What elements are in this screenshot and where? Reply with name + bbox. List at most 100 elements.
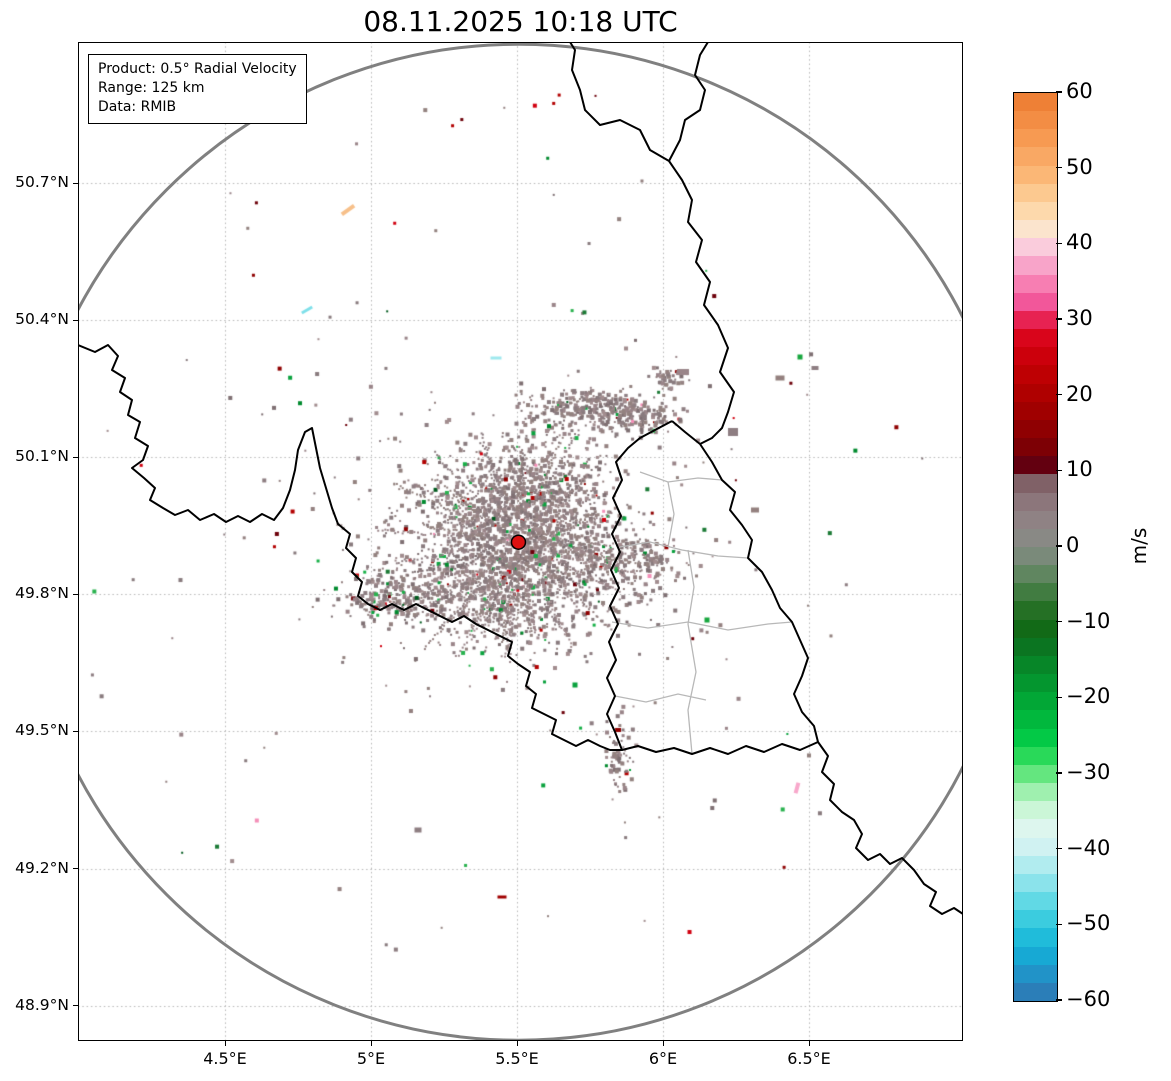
- colorbar-tick-label: 0: [1066, 533, 1080, 557]
- colorbar-band: [1014, 819, 1057, 839]
- colorbar-tick-label: −40: [1066, 835, 1111, 860]
- colorbar-band: [1014, 183, 1057, 203]
- map-borders-layer: [78, 42, 963, 1041]
- x-tick-label: 5.5°E: [495, 1049, 539, 1068]
- axes-frame: [78, 42, 963, 1041]
- colorbar-band: [1014, 928, 1057, 948]
- y-tick: [73, 319, 78, 321]
- colorbar-band: [1014, 111, 1057, 131]
- colorbar-tick-label: 60: [1066, 79, 1093, 103]
- colorbar-band: [1014, 674, 1057, 693]
- colorbar-band: [1014, 837, 1057, 857]
- colorbar-band: [1014, 220, 1057, 239]
- y-tick: [73, 593, 78, 595]
- colorbar-band: [1014, 746, 1057, 766]
- colorbar-band: [1014, 129, 1057, 149]
- colorbar-band: [1014, 982, 1057, 1001]
- colorbar-band: [1014, 438, 1057, 457]
- colorbar-tick: [1056, 999, 1062, 1001]
- x-tick-label: 4.5°E: [203, 1049, 247, 1068]
- colorbar-tick: [1056, 318, 1062, 320]
- colorbar-band: [1014, 692, 1057, 712]
- colorbar-tick: [1056, 621, 1062, 623]
- x-tick: [662, 1041, 664, 1046]
- country-border-nl_be: [569, 42, 670, 162]
- colorbar-band: [1014, 910, 1057, 930]
- y-tick-label: 48.9°N: [15, 995, 69, 1014]
- colorbar-tick: [1056, 242, 1062, 244]
- colorbar-unit-label: m/s: [1127, 527, 1151, 565]
- y-tick: [73, 456, 78, 458]
- colorbar-band: [1014, 801, 1057, 821]
- colorbar-tick: [1056, 469, 1062, 471]
- colorbar-band: [1014, 873, 1057, 893]
- colorbar-tick-label: 30: [1066, 306, 1093, 330]
- y-tick-label: 50.7°N: [15, 173, 69, 191]
- colorbar-tick-label: 10: [1066, 457, 1093, 482]
- colorbar-tick-label: −20: [1066, 684, 1111, 709]
- colorbar-tick: [1056, 167, 1062, 169]
- region-border: [687, 623, 697, 755]
- country-border-fr_be: [78, 344, 622, 751]
- y-tick: [73, 182, 78, 184]
- y-tick: [73, 730, 78, 732]
- colorbar-band: [1014, 492, 1057, 512]
- colorbar-band: [1014, 365, 1057, 385]
- colorbar-band: [1014, 764, 1057, 784]
- x-tick: [370, 1041, 372, 1046]
- colorbar-band: [1014, 892, 1057, 911]
- colorbar-band: [1014, 238, 1057, 258]
- colorbar-band: [1014, 583, 1057, 603]
- colorbar-band: [1014, 347, 1057, 367]
- colorbar-tick-label: 50: [1066, 154, 1093, 179]
- colorbar-tick: [1056, 91, 1062, 93]
- colorbar-band: [1014, 855, 1057, 875]
- x-tick: [224, 1041, 226, 1046]
- colorbar-band: [1014, 565, 1057, 585]
- info-range-line: Range: 125 km: [98, 79, 205, 96]
- colorbar-band: [1014, 783, 1057, 802]
- y-tick-label: 50.4°N: [15, 310, 69, 329]
- x-tick: [516, 1041, 518, 1046]
- colorbar-band: [1014, 419, 1057, 439]
- colorbar-band: [1014, 93, 1057, 112]
- colorbar-band: [1014, 292, 1057, 312]
- x-tick-label: 6°E: [648, 1049, 678, 1068]
- region-border: [619, 541, 749, 559]
- colorbar-band: [1014, 310, 1057, 330]
- y-tick-label: 50.1°N: [15, 447, 69, 466]
- radar-site-marker: [510, 534, 527, 550]
- colorbar-band: [1014, 274, 1057, 294]
- colorbar-band: [1014, 528, 1057, 548]
- colorbar-band: [1014, 710, 1057, 730]
- y-tick-label: 49.5°N: [15, 721, 69, 740]
- colorbar-tick: [1056, 696, 1062, 698]
- x-tick-label: 6.5°E: [787, 1049, 831, 1068]
- colorbar-tick: [1056, 545, 1062, 547]
- region-border: [667, 481, 675, 548]
- colorbar: [1013, 92, 1058, 1002]
- y-tick-label: 49.2°N: [15, 858, 69, 877]
- x-tick: [808, 1041, 810, 1046]
- region-border: [611, 621, 793, 631]
- colorbar-band: [1014, 147, 1057, 167]
- info-product-line: Product: 0.5° Radial Velocity: [98, 61, 297, 77]
- info-data-line: Data: RMIB: [98, 98, 177, 115]
- colorbar-band: [1014, 619, 1057, 639]
- colorbar-band: [1014, 728, 1057, 748]
- colorbar-band: [1014, 201, 1057, 221]
- colorbar-tick-label: −30: [1066, 760, 1111, 784]
- region-border: [687, 549, 695, 625]
- colorbar-band: [1014, 383, 1057, 403]
- colorbar-tick-label: −10: [1066, 608, 1111, 633]
- country-border-be_de: [668, 160, 735, 445]
- colorbar-band: [1014, 655, 1057, 675]
- y-tick: [73, 868, 78, 869]
- x-tick-label: 5°E: [356, 1049, 386, 1068]
- product-info-box: Product: 0.5° Radial Velocity Range: 125…: [88, 54, 307, 124]
- colorbar-band: [1014, 401, 1057, 421]
- country-border-nl_de: [668, 42, 709, 162]
- colorbar-tick-label: −60: [1066, 987, 1111, 1011]
- colorbar-tick: [1056, 848, 1062, 850]
